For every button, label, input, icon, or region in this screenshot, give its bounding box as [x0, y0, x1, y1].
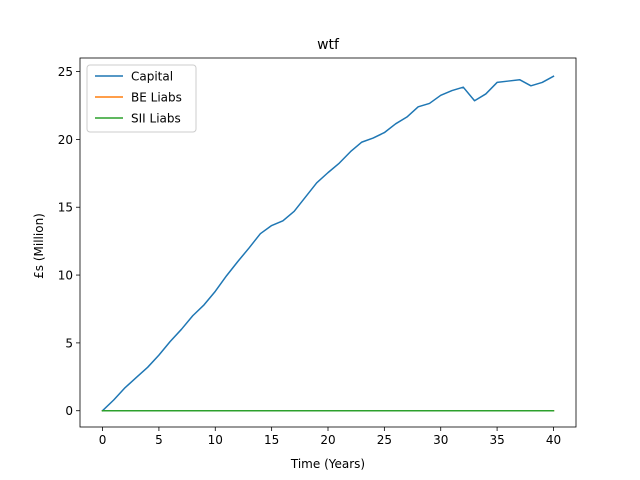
- x-tick-label: 35: [489, 433, 504, 447]
- plot-area: 0 5 10 15 20 25 30 35 40 0 5 10 15 20 25: [58, 57, 577, 447]
- legend: Capital BE Liabs SII Liabs: [86, 64, 197, 133]
- legend-label-sii-liabs: SII Liabs: [131, 112, 181, 126]
- legend-box: [86, 64, 197, 133]
- y-tick-label: 5: [65, 336, 73, 350]
- x-tick-label: 30: [433, 433, 448, 447]
- y-tick-label: 25: [58, 65, 73, 79]
- legend-label-capital: Capital: [131, 70, 173, 84]
- x-tick-label: 0: [99, 433, 107, 447]
- y-tick-label: 0: [65, 404, 73, 418]
- y-tick-label: 15: [58, 201, 73, 215]
- chart-title: wtf: [317, 37, 340, 53]
- series-line-capital: [101, 75, 555, 412]
- x-tick-label: 20: [320, 433, 335, 447]
- x-tick-label: 10: [208, 433, 223, 447]
- x-tick-label: 40: [546, 433, 561, 447]
- x-axis-label: Time (Years): [290, 457, 365, 471]
- legend-label-be-liabs: BE Liabs: [131, 91, 182, 105]
- x-tick-label: 5: [155, 433, 163, 447]
- y-axis-label: £s (Million): [32, 213, 46, 279]
- x-tick-label: 15: [264, 433, 279, 447]
- x-tick-label: 25: [377, 433, 392, 447]
- y-tick-label: 20: [58, 133, 73, 147]
- y-tick-label: 10: [58, 269, 73, 283]
